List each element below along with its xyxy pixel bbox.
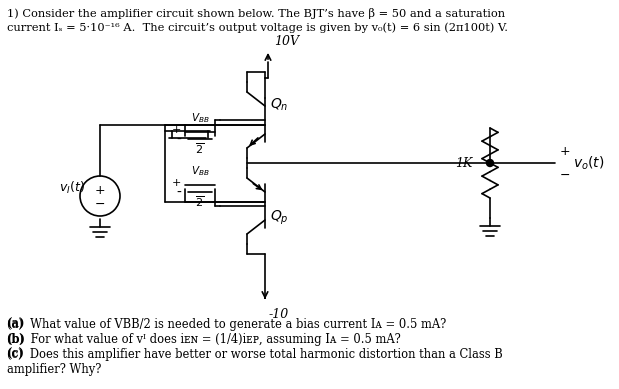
- Text: amplifier? Why?: amplifier? Why?: [7, 363, 102, 376]
- Text: 10V: 10V: [274, 35, 299, 48]
- Text: −: −: [560, 168, 571, 182]
- Text: +: +: [560, 144, 571, 158]
- Text: +: +: [95, 184, 105, 196]
- Text: (c): (c): [7, 348, 25, 361]
- Text: −: −: [95, 198, 105, 210]
- Text: -: -: [176, 133, 181, 147]
- Text: $\overline{2}$: $\overline{2}$: [196, 194, 204, 209]
- Text: 1K: 1K: [454, 156, 472, 170]
- Text: $\overline{2}$: $\overline{2}$: [196, 141, 204, 156]
- Text: current Iₛ = 5·10⁻¹⁶ A.  The circuit’s output voltage is given by v₀(t) = 6 sin : current Iₛ = 5·10⁻¹⁶ A. The circuit’s ou…: [7, 22, 508, 33]
- Text: -10: -10: [269, 308, 289, 321]
- Text: $Q_n$: $Q_n$: [270, 97, 288, 113]
- Text: (a): (a): [7, 318, 25, 331]
- Text: (b): (b): [7, 333, 26, 346]
- Text: +: +: [171, 125, 181, 135]
- Circle shape: [487, 159, 493, 166]
- Text: -: -: [176, 186, 181, 200]
- Text: 1) Consider the amplifier circuit shown below. The BJT’s have β = 50 and a satur: 1) Consider the amplifier circuit shown …: [7, 8, 505, 19]
- Text: $v_I(t)$: $v_I(t)$: [59, 180, 85, 196]
- Text: $V_{BB}$: $V_{BB}$: [191, 164, 209, 178]
- Text: $V_{BB}$: $V_{BB}$: [191, 111, 209, 125]
- Text: (a)  What value of VBB/2 is needed to generate a bias current Iᴀ = 0.5 mA?: (a) What value of VBB/2 is needed to gen…: [7, 318, 446, 331]
- Text: +: +: [171, 178, 181, 188]
- Text: $Q_p$: $Q_p$: [270, 209, 288, 227]
- Text: $v_o(t)$: $v_o(t)$: [573, 154, 605, 172]
- Text: (b)  For what value of vᴵ does iᴇɴ = (1/4)iᴇᴘ, assuming Iᴀ = 0.5 mA?: (b) For what value of vᴵ does iᴇɴ = (1/4…: [7, 333, 400, 346]
- Text: (c)  Does this amplifier have better or worse total harmonic distortion than a C: (c) Does this amplifier have better or w…: [7, 348, 503, 361]
